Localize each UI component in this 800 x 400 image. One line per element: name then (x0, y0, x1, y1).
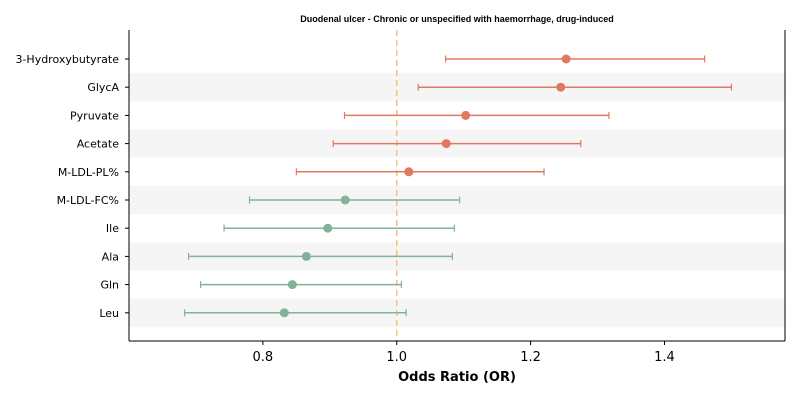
y-tick-label: Pyruvate (70, 109, 119, 122)
y-tick-label: GlycA (87, 81, 119, 94)
y-tick-label: Ile (106, 222, 119, 235)
x-ticks: 0.8 1.0 1.2 1.4 (253, 341, 675, 365)
or-point (301, 251, 311, 261)
x-axis-label: Odds Ratio (OR) (398, 370, 516, 385)
y-tick-label: M-LDL-FC% (57, 194, 119, 207)
or-point (561, 54, 571, 64)
x-tick-label: 0.8 (253, 350, 274, 365)
y-labels: 3-Hydroxybutyrate GlycA Pyruvate Acetate M-L… (15, 53, 119, 320)
or-point (441, 139, 451, 149)
confidence-intervals (183, 54, 733, 318)
or-point (287, 280, 297, 290)
y-tick-label: Leu (99, 307, 119, 320)
x-tick-label: 1.4 (654, 350, 675, 365)
or-point (323, 223, 333, 233)
axes (125, 30, 786, 342)
or-point (340, 195, 350, 205)
or-point (404, 167, 414, 177)
y-tick-label: Acetate (77, 138, 120, 151)
y-tick-label: Ala (102, 250, 119, 263)
or-point (556, 82, 566, 92)
or-point (461, 110, 471, 120)
x-tick-label: 1.0 (386, 350, 407, 365)
chart-title: Duodenal ulcer - Chronic or unspecified … (300, 14, 614, 24)
x-tick-label: 1.2 (520, 350, 541, 365)
y-tick-label: Gln (100, 279, 119, 292)
y-tick-label: 3-Hydroxybutyrate (15, 53, 119, 66)
y-tick-label: M-LDL-PL% (58, 166, 119, 179)
or-point (279, 308, 289, 318)
